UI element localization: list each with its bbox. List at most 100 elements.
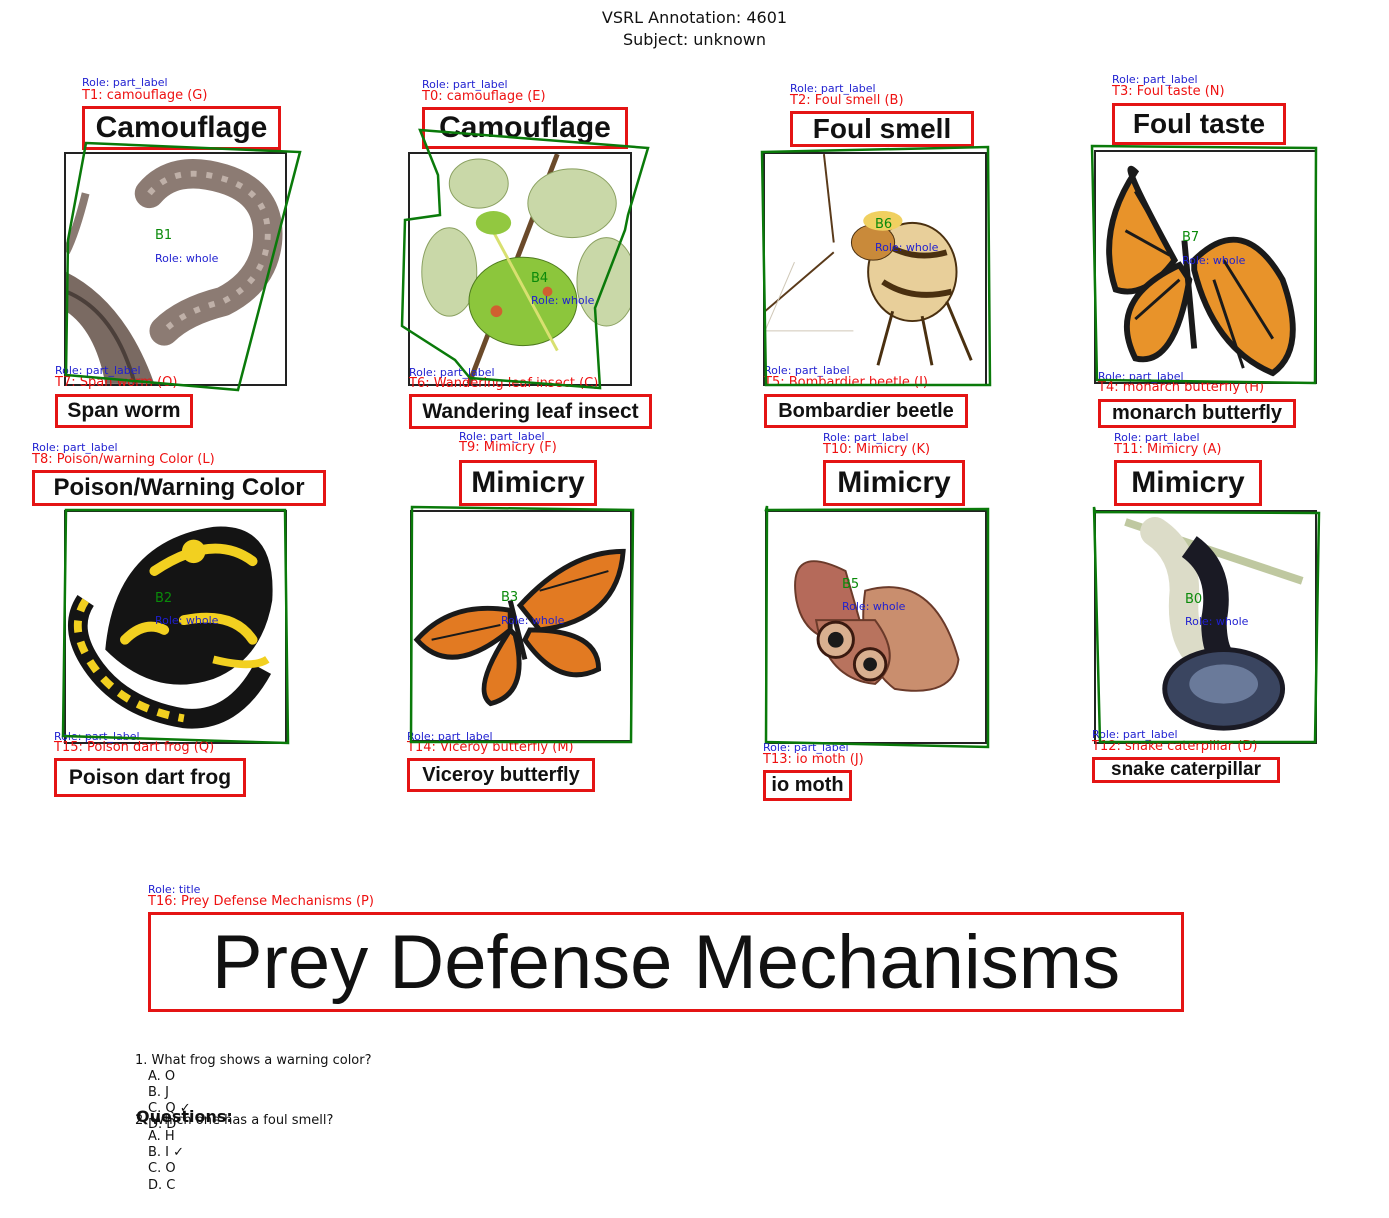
label-box-t15[interactable]: Poison dart frog: [54, 758, 246, 797]
image-monarch-butterfly: [1094, 150, 1317, 384]
question-2-text: 2. Which one has a foul smell?: [135, 1113, 334, 1128]
text-tag-t11: T11: Mimicry (A): [1114, 442, 1222, 457]
blob-label-b2: B2: [155, 591, 173, 606]
span-worm-illustration: [66, 159, 283, 384]
label-text: Camouflage: [439, 111, 611, 144]
label-box-t12[interactable]: snake caterpillar: [1092, 757, 1280, 783]
label-box-t0[interactable]: Camouflage: [422, 107, 628, 149]
blob-label-b3: B3: [501, 590, 519, 605]
text-tag-t4: T4: monarch butterfly (H): [1098, 380, 1265, 395]
question-1-text: 1. What frog shows a warning color?: [135, 1053, 372, 1068]
text-tag-t5: T5: Bombardier beetle (I): [764, 375, 928, 390]
blob-label-b7: B7: [1182, 230, 1200, 245]
text-tag-t13: T13: io moth (J): [763, 752, 864, 767]
label-text: Poison/Warning Color: [53, 474, 305, 501]
blob-label-b4: B4: [531, 271, 549, 286]
label-box-t1[interactable]: Camouflage: [82, 106, 281, 150]
blob-role: Role: whole: [155, 252, 219, 265]
role-label: Role: part_label: [422, 78, 508, 91]
question-2-option: D. C: [148, 1178, 176, 1193]
label-text: monarch butterfly: [1111, 402, 1283, 424]
text-tag-t0: T0: camouflage (E): [422, 89, 546, 104]
annotation-subject: Subject: unknown: [623, 30, 766, 49]
text-tag-t14: T14: Viceroy butterfly (M): [407, 740, 574, 755]
text-tag-t1: T1: camouflage (G): [82, 88, 208, 103]
text-tag-t6: T6: Wandering leaf insect (C): [409, 376, 599, 391]
question-2-option: A. H: [148, 1129, 175, 1144]
label-box-t9[interactable]: Mimicry: [459, 460, 597, 506]
role-label: Role: part_label: [823, 431, 909, 444]
question-2-option: C. O: [148, 1161, 176, 1176]
image-leaf-insect: [408, 152, 632, 386]
monarch-butterfly-illustration: [1106, 165, 1296, 377]
role-label: Role: part_label: [1112, 73, 1198, 86]
label-text: io moth: [771, 774, 844, 796]
label-text: Span worm: [67, 399, 181, 422]
label-box-t2[interactable]: Foul smell: [790, 111, 974, 147]
label-text: snake caterpillar: [1111, 759, 1261, 780]
label-box-t13[interactable]: io moth: [763, 770, 852, 801]
question-1-option: A. O: [148, 1069, 176, 1084]
label-box-t11[interactable]: Mimicry: [1114, 460, 1262, 506]
bombardier-beetle-illustration: [765, 154, 973, 366]
label-box-t10[interactable]: Mimicry: [823, 460, 965, 506]
label-box-t7[interactable]: Span worm: [55, 394, 193, 428]
label-text: Prey Defense Mechanisms: [211, 919, 1121, 1005]
questions-heading: Questions:: [136, 1107, 233, 1126]
label-text: Mimicry: [837, 466, 951, 499]
label-text: Viceroy butterfly: [422, 763, 580, 786]
label-box-t5[interactable]: Bombardier beetle: [764, 394, 968, 428]
blob-role: Role: whole: [531, 294, 595, 307]
label-text: Foul taste: [1132, 108, 1266, 139]
image-poison-dart-frog: [64, 510, 287, 744]
text-tag-t3: T3: Foul taste (N): [1112, 84, 1225, 99]
role-label: Role: part_label: [1114, 431, 1200, 444]
question-2-option: B. I ✓: [148, 1145, 185, 1160]
label-text: Wandering leaf insect: [422, 399, 639, 423]
question-1-option: C. Q ✓: [148, 1101, 191, 1116]
image-bombardier-beetle: [763, 152, 987, 386]
text-tag-t12: T12: snake caterpillar (D): [1092, 739, 1258, 754]
label-box-t8[interactable]: Poison/Warning Color: [32, 470, 326, 506]
role-label: Role: part_label: [790, 82, 876, 95]
image-io-moth: [765, 510, 987, 744]
label-text: Camouflage: [95, 111, 268, 144]
label-box-t14[interactable]: Viceroy butterfly: [407, 758, 595, 792]
blob-role: Role: whole: [842, 600, 906, 613]
question-1-option: B. J: [148, 1085, 170, 1100]
text-tag-t10: T10: Mimicry (K): [823, 442, 931, 457]
role-label: Role: part_label: [82, 76, 168, 89]
blob-label-b1: B1: [155, 228, 173, 243]
label-text: Mimicry: [471, 466, 585, 499]
label-box-t4[interactable]: monarch butterfly: [1098, 399, 1296, 428]
label-box-t16[interactable]: Prey Defense Mechanisms: [148, 912, 1184, 1012]
role-label: Role: title: [148, 883, 201, 896]
role-label: Role: part_label: [459, 430, 545, 443]
blob-role: Role: whole: [1182, 254, 1246, 267]
label-text: Poison dart frog: [68, 765, 232, 789]
label-box-t6[interactable]: Wandering leaf insect: [409, 394, 652, 429]
leaf-insect-illustration: [421, 154, 630, 384]
text-tag-t8: T8: Poison/warning Color (L): [32, 452, 215, 467]
blob-role: Role: whole: [875, 241, 939, 254]
blob-role: Role: whole: [1185, 615, 1249, 628]
annotation-title: VSRL Annotation: 4601: [601, 8, 788, 27]
blob-role: Role: whole: [155, 614, 219, 627]
blob-label-b0: B0: [1185, 592, 1203, 607]
blob-label-b6: B6: [875, 217, 893, 232]
text-tag-t2: T2: Foul smell (B): [790, 93, 904, 108]
image-span-worm: [64, 152, 287, 386]
blob-label-b5: B5: [842, 577, 860, 592]
text-tag-t7: T7: Span worm (O): [55, 375, 178, 390]
role-label: Role: part_label: [32, 441, 118, 454]
blob-role: Role: whole: [501, 614, 565, 627]
label-box-t3[interactable]: Foul taste: [1112, 103, 1286, 145]
io-moth-illustration: [794, 560, 960, 692]
text-tag-t15: T15: Poison dart frog (Q): [54, 740, 215, 755]
text-tag-t9: T9: Mimicry (F): [459, 440, 557, 455]
text-tag-t16: T16: Prey Defense Mechanisms (P): [148, 894, 374, 909]
label-text: Foul smell: [812, 113, 952, 144]
label-text: Mimicry: [1131, 466, 1245, 499]
label-text: Bombardier beetle: [778, 399, 954, 422]
poison-dart-frog-illustration: [68, 526, 273, 729]
